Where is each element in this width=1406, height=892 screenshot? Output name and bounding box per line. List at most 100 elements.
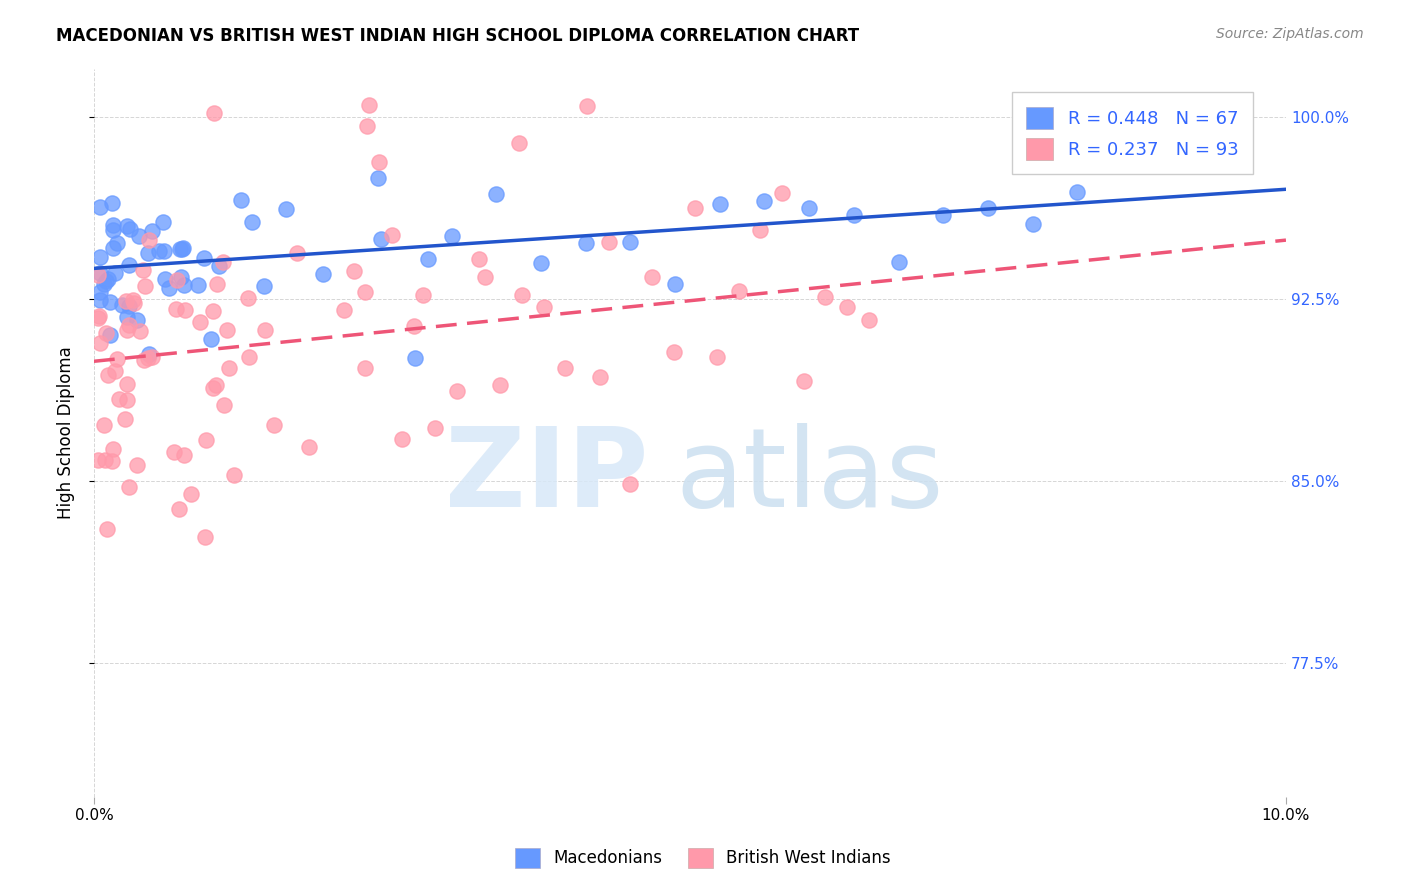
Text: Source: ZipAtlas.com: Source: ZipAtlas.com xyxy=(1216,27,1364,41)
Point xyxy=(87,268,110,282)
Point xyxy=(842,208,865,222)
Point xyxy=(141,224,163,238)
Point xyxy=(101,219,124,233)
Point xyxy=(664,277,686,292)
Point xyxy=(367,155,389,169)
Text: MACEDONIAN VS BRITISH WEST INDIAN HIGH SCHOOL DIPLOMA CORRELATION CHART: MACEDONIAN VS BRITISH WEST INDIAN HIGH S… xyxy=(56,27,859,45)
Point xyxy=(153,244,176,259)
Point xyxy=(285,246,308,260)
Point xyxy=(89,266,111,280)
Point xyxy=(89,293,111,307)
Point xyxy=(195,434,218,448)
Point xyxy=(122,296,145,310)
Point xyxy=(835,300,858,314)
Point xyxy=(132,353,155,368)
Point xyxy=(554,360,576,375)
Point xyxy=(298,440,321,454)
Point xyxy=(136,245,159,260)
Point xyxy=(202,381,225,395)
Point xyxy=(343,264,366,278)
Point xyxy=(136,351,159,365)
Point xyxy=(485,186,508,201)
Point xyxy=(104,364,127,378)
Point xyxy=(93,277,115,292)
Point xyxy=(100,196,122,211)
Point xyxy=(575,99,598,113)
Point xyxy=(589,370,612,384)
Point xyxy=(416,252,439,267)
Point xyxy=(312,268,335,282)
Point xyxy=(86,453,108,467)
Point xyxy=(533,300,555,314)
Point xyxy=(153,272,176,286)
Point xyxy=(205,377,228,392)
Point xyxy=(354,361,377,376)
Point xyxy=(170,242,193,256)
Point xyxy=(97,272,120,286)
Point xyxy=(1156,98,1178,112)
Point xyxy=(238,350,260,364)
Point xyxy=(118,222,141,236)
Point xyxy=(97,368,120,382)
Point xyxy=(89,336,111,351)
Point xyxy=(117,480,139,494)
Point xyxy=(797,202,820,216)
Point xyxy=(404,351,426,365)
Point xyxy=(194,530,217,544)
Point xyxy=(619,235,641,249)
Point xyxy=(200,332,222,346)
Point xyxy=(208,259,231,273)
Point xyxy=(489,378,512,392)
Point xyxy=(749,223,772,237)
Point xyxy=(96,273,118,287)
Text: ZIP: ZIP xyxy=(446,423,648,530)
Point xyxy=(93,418,115,433)
Point xyxy=(89,285,111,299)
Point xyxy=(118,318,141,332)
Point xyxy=(115,323,138,337)
Point xyxy=(814,290,837,304)
Point xyxy=(370,232,392,246)
Point xyxy=(530,256,553,270)
Point xyxy=(619,477,641,491)
Point xyxy=(333,302,356,317)
Point xyxy=(163,444,186,458)
Point xyxy=(662,344,685,359)
Point xyxy=(467,252,489,266)
Point xyxy=(117,258,139,272)
Point xyxy=(115,219,138,234)
Point xyxy=(770,186,793,201)
Point xyxy=(115,310,138,325)
Point xyxy=(100,454,122,468)
Point xyxy=(101,442,124,456)
Point xyxy=(148,244,170,258)
Point xyxy=(104,266,127,280)
Point xyxy=(238,291,260,305)
Point xyxy=(222,468,245,483)
Point xyxy=(253,323,276,337)
Point xyxy=(96,522,118,536)
Point xyxy=(89,251,111,265)
Point xyxy=(138,233,160,247)
Point xyxy=(641,269,664,284)
Point xyxy=(1066,185,1088,199)
Point xyxy=(117,299,139,313)
Point xyxy=(263,418,285,433)
Point xyxy=(211,255,233,269)
Point xyxy=(169,501,191,516)
Legend: Macedonians, British West Indians: Macedonians, British West Indians xyxy=(509,841,897,875)
Point xyxy=(440,229,463,244)
Point xyxy=(132,262,155,277)
Point xyxy=(685,202,707,216)
Point xyxy=(115,377,138,392)
Point xyxy=(103,241,125,255)
Point xyxy=(94,326,117,340)
Point xyxy=(706,350,728,364)
Point xyxy=(111,298,134,312)
Point xyxy=(115,293,138,308)
Point xyxy=(474,269,496,284)
Text: atlas: atlas xyxy=(675,423,943,530)
Point xyxy=(128,228,150,243)
Point xyxy=(193,252,215,266)
Point xyxy=(115,392,138,407)
